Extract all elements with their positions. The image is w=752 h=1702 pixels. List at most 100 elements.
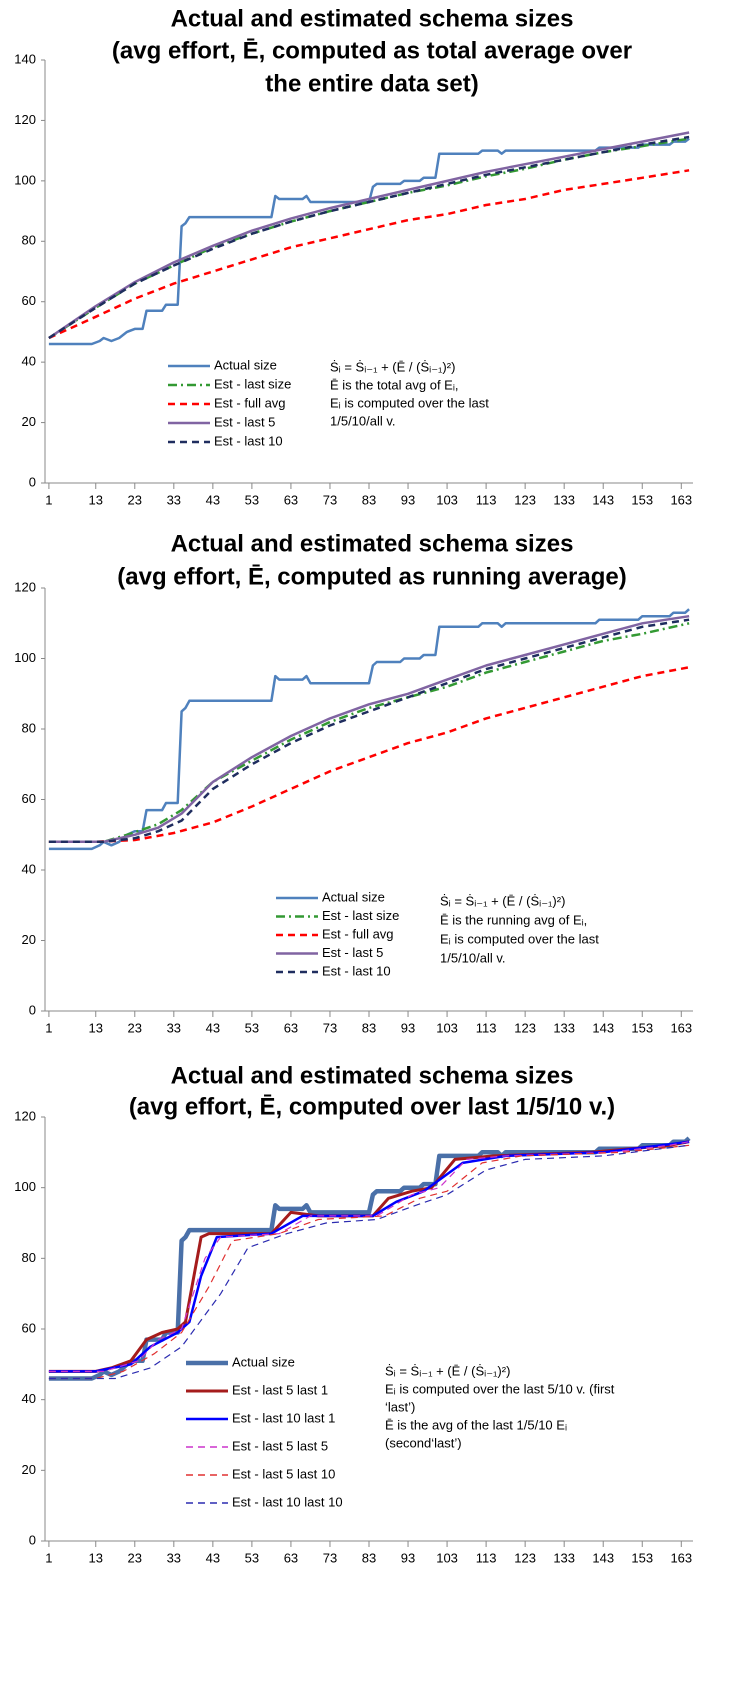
x-tick-label: 123 xyxy=(514,1020,536,1035)
x-tick-label: 23 xyxy=(128,492,142,507)
x-tick-label: 1 xyxy=(45,492,52,507)
x-tick-label: 33 xyxy=(167,492,181,507)
annotation: Ē is the total avg of Eᵢ, xyxy=(330,377,459,392)
x-tick-label: 93 xyxy=(401,1020,415,1035)
annotation: Ṡᵢ = Ṡᵢ₋₁ + (Ē / (Ṡᵢ₋₁)²) xyxy=(440,893,565,908)
x-tick-label: 103 xyxy=(436,1550,458,1565)
chart-title: Actual and estimated schema sizes xyxy=(171,530,574,557)
annotation: 1/5/10/all v. xyxy=(330,413,396,428)
x-tick-label: 143 xyxy=(592,492,614,507)
x-tick-label: 133 xyxy=(553,492,575,507)
legend-label: Est - last 5 xyxy=(214,414,275,429)
x-tick-label: 113 xyxy=(476,1550,497,1565)
x-tick-label: 163 xyxy=(670,1550,692,1565)
x-tick-label: 33 xyxy=(167,1020,181,1035)
x-tick-label: 63 xyxy=(284,1550,298,1565)
x-tick-label: 23 xyxy=(128,1020,142,1035)
legend-label: Est - full avg xyxy=(214,395,286,410)
x-tick-label: 63 xyxy=(284,1020,298,1035)
y-tick-label: 140 xyxy=(14,51,36,66)
series-line xyxy=(48,1140,690,1373)
series-line xyxy=(48,135,690,340)
x-tick-label: 53 xyxy=(245,1550,259,1565)
legend-label: Est - last 5 last 1 xyxy=(232,1382,328,1397)
series-line xyxy=(48,137,690,346)
x-tick-label: 73 xyxy=(323,492,337,507)
chart-title: (avg effort, Ē, computed over last 1/5/1… xyxy=(129,1093,615,1120)
y-tick-label: 100 xyxy=(14,172,36,187)
y-tick-label: 40 xyxy=(22,1391,36,1406)
series-line xyxy=(48,608,690,851)
annotation: Eᵢ is computed over the last xyxy=(330,395,489,410)
x-tick-label: 83 xyxy=(362,492,376,507)
series-line xyxy=(48,1144,690,1380)
annotation: 1/5/10/all v. xyxy=(440,950,506,965)
x-tick-label: 43 xyxy=(206,492,220,507)
legend-label: Actual size xyxy=(232,1354,295,1369)
y-tick-label: 100 xyxy=(14,650,36,665)
chart-title: (avg effort, Ē, computed as running aver… xyxy=(117,563,626,590)
x-tick-label: 13 xyxy=(89,1020,103,1035)
annotation: Ē is the avg of the last 1/5/10 Eᵢ xyxy=(385,1417,567,1432)
series-line xyxy=(48,1144,690,1380)
legend-label: Est - full avg xyxy=(322,926,394,941)
chart-title: the entire data set) xyxy=(265,70,478,97)
y-tick-label: 20 xyxy=(22,1462,36,1477)
y-tick-label: 20 xyxy=(22,932,36,947)
x-tick-label: 153 xyxy=(631,492,653,507)
y-tick-label: 40 xyxy=(22,861,36,876)
x-tick-label: 103 xyxy=(436,1020,458,1035)
x-tick-label: 163 xyxy=(670,492,692,507)
x-tick-label: 53 xyxy=(245,1020,259,1035)
y-tick-label: 60 xyxy=(22,791,36,806)
series-line xyxy=(48,666,690,844)
annotation: Ṡᵢ = Ṡᵢ₋₁ + (Ē / (Ṡᵢ₋₁)²) xyxy=(330,359,455,374)
x-tick-label: 13 xyxy=(89,1550,103,1565)
legend-label: Est - last 5 last 5 xyxy=(232,1438,328,1453)
annotation: Eᵢ is computed over the last 5/10 v. (fi… xyxy=(385,1381,615,1396)
x-tick-label: 153 xyxy=(631,1550,653,1565)
annotation: Ṡᵢ = Ṡᵢ₋₁ + (Ē / (Ṡᵢ₋₁)²) xyxy=(385,1363,510,1378)
chart-title: Actual and estimated schema sizes xyxy=(171,1062,574,1089)
x-tick-label: 73 xyxy=(323,1550,337,1565)
series-line xyxy=(48,614,690,844)
series-line xyxy=(48,618,690,844)
x-tick-label: 103 xyxy=(436,492,458,507)
series-line xyxy=(48,1141,690,1372)
x-tick-label: 13 xyxy=(89,492,103,507)
annotation: Eᵢ is computed over the last xyxy=(440,931,599,946)
y-tick-label: 60 xyxy=(22,1320,36,1335)
series-line xyxy=(48,131,690,340)
x-tick-label: 63 xyxy=(284,492,298,507)
x-tick-label: 143 xyxy=(592,1550,614,1565)
y-tick-label: 80 xyxy=(22,233,36,248)
y-tick-label: 120 xyxy=(14,1108,36,1123)
x-tick-label: 133 xyxy=(553,1020,575,1035)
annotation: ‘last’) xyxy=(385,1399,415,1414)
y-tick-label: 80 xyxy=(22,1250,36,1265)
x-tick-label: 143 xyxy=(592,1020,614,1035)
series-line xyxy=(48,622,690,844)
legend-label: Est - last size xyxy=(214,376,291,391)
legend-label: Est - last 10 xyxy=(322,963,391,978)
x-tick-label: 153 xyxy=(631,1020,653,1035)
y-tick-label: 120 xyxy=(14,112,36,127)
x-tick-label: 1 xyxy=(45,1550,52,1565)
x-tick-label: 133 xyxy=(553,1550,575,1565)
legend-label: Actual size xyxy=(322,889,385,904)
series-line xyxy=(48,1140,690,1373)
x-tick-label: 43 xyxy=(206,1020,220,1035)
y-tick-label: 100 xyxy=(14,1179,36,1194)
y-tick-label: 0 xyxy=(29,1002,36,1017)
legend-label: Est - last 10 xyxy=(214,433,283,448)
x-tick-label: 33 xyxy=(167,1550,181,1565)
x-tick-label: 93 xyxy=(401,1550,415,1565)
series-line xyxy=(48,169,690,340)
y-tick-label: 120 xyxy=(14,579,36,594)
legend-label: Est - last 10 last 1 xyxy=(232,1410,335,1425)
legend-label: Est - last size xyxy=(322,908,399,923)
x-tick-label: 43 xyxy=(206,1550,220,1565)
y-tick-label: 20 xyxy=(22,414,36,429)
x-tick-label: 113 xyxy=(476,492,497,507)
